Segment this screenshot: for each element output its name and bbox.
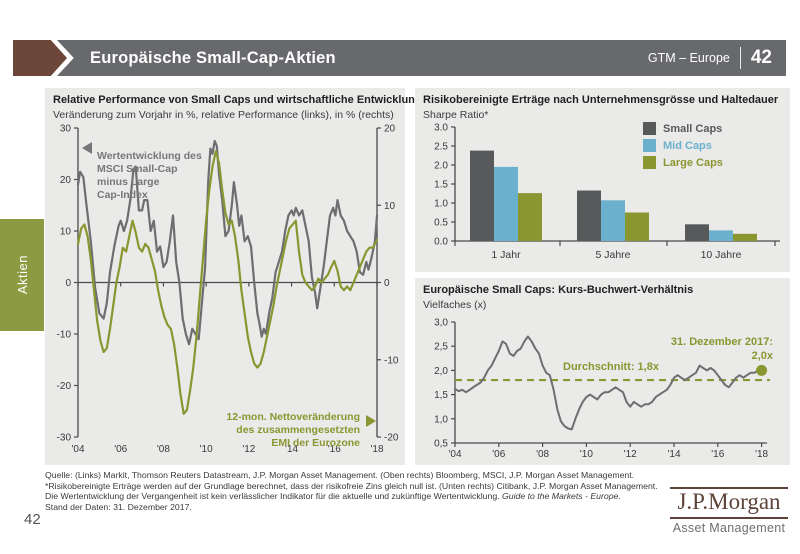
svg-text:20: 20 <box>384 124 396 135</box>
page-number: 42 <box>24 511 41 528</box>
chart-subtitle-relative-performance: Veränderung zum Vorjahr in %, relative P… <box>53 109 394 121</box>
chart-panel-price-to-book: Europäische Small Caps: Kurs-Buchwert-Ve… <box>415 278 790 465</box>
svg-text:0: 0 <box>384 278 390 289</box>
svg-text:0: 0 <box>65 278 71 289</box>
source-line: Quelle: (Links) Markit, Thomson Reuters … <box>45 470 635 480</box>
svg-text:'12: '12 <box>624 449 637 460</box>
legend-item: Mid Caps <box>643 137 723 154</box>
source-line: *Risikobereinigte Erträge werden auf der… <box>45 480 658 491</box>
slide-title: Europäische Small-Cap-Aktien <box>90 48 336 67</box>
endpoint-date: 31. Dezember 2017: <box>670 336 773 348</box>
svg-text:20: 20 <box>60 175 72 186</box>
svg-text:5 Jahre: 5 Jahre <box>595 249 630 261</box>
legend-label: Mid Caps <box>663 139 712 152</box>
svg-text:'06: '06 <box>114 444 127 455</box>
average-line-label: Durchschnitt: 1,8x <box>563 361 659 373</box>
legend-label: Large Caps <box>663 156 723 169</box>
svg-text:'14: '14 <box>285 444 298 455</box>
svg-text:'18: '18 <box>370 444 383 455</box>
svg-text:10 Jahre: 10 Jahre <box>701 249 742 261</box>
svg-text:-20: -20 <box>384 433 399 444</box>
arrow-right-icon <box>366 415 376 427</box>
source-footnote: Quelle: (Links) Markit, Thomson Reuters … <box>45 470 755 513</box>
svg-text:30: 30 <box>60 124 72 135</box>
svg-text:-10: -10 <box>57 330 72 341</box>
svg-text:'10: '10 <box>200 444 213 455</box>
jpmorgan-wordmark: J.P.Morgan <box>670 487 788 519</box>
svg-text:2,5: 2,5 <box>434 342 448 353</box>
chart-subtitle-sharpe-ratio: Sharpe Ratio* <box>423 109 489 121</box>
svg-text:2.5: 2.5 <box>434 142 448 153</box>
svg-text:2.0: 2.0 <box>434 161 448 172</box>
legend-swatch <box>643 156 656 169</box>
header-divider <box>739 47 741 69</box>
svg-text:3,0: 3,0 <box>434 318 448 329</box>
chart-panel-relative-performance: Relative Performance von Small Caps und … <box>45 88 422 465</box>
svg-text:'16: '16 <box>328 444 341 455</box>
svg-text:'06: '06 <box>492 449 505 460</box>
chart-panel-sharpe-ratio: Risikobereinigte Erträge nach Unternehme… <box>415 88 790 272</box>
annotation-emi-text: 12-mon. Nettoveränderung des zusammenges… <box>226 411 360 449</box>
svg-text:1,5: 1,5 <box>434 390 448 401</box>
svg-text:3.0: 3.0 <box>434 123 448 134</box>
legend-item: Small Caps <box>643 120 723 137</box>
annotation-emi: 12-mon. Nettoveränderung des zusammenges… <box>226 398 376 463</box>
svg-text:2,0: 2,0 <box>434 366 448 377</box>
svg-text:-10: -10 <box>384 355 399 366</box>
svg-text:1.5: 1.5 <box>434 180 448 191</box>
svg-text:'14: '14 <box>667 449 680 460</box>
svg-text:1 Jahr: 1 Jahr <box>491 249 521 261</box>
svg-text:-20: -20 <box>57 381 72 392</box>
endpoint-label: 31. Dezember 2017: 2,0x <box>671 335 773 363</box>
header-page-number: 42 <box>750 47 772 68</box>
arrow-left-icon <box>82 142 92 154</box>
svg-text:-30: -30 <box>57 433 72 444</box>
svg-text:'10: '10 <box>580 449 593 460</box>
sidebar-tab-aktien[interactable]: Aktien <box>0 219 44 331</box>
annotation-msci-smallcap: Wertentwicklung des MSCI Small-Cap minus… <box>82 124 202 202</box>
price-to-book-chart: 3,0 2,5 2,0 1,5 1,0 0,5'04 '06 '08 '10 '12 '14 '16 '… <box>434 318 770 460</box>
svg-text:'16: '16 <box>711 449 724 460</box>
svg-text:'12: '12 <box>242 444 255 455</box>
jpmorgan-logo: J.P.Morgan Asset Management <box>670 487 788 535</box>
svg-text:'04: '04 <box>71 444 84 455</box>
svg-text:10: 10 <box>60 227 72 238</box>
jpmorgan-subtitle: Asset Management <box>672 521 786 535</box>
legend-item: Large Caps <box>643 154 723 171</box>
chart-title-sharpe-ratio: Risikobereinigte Erträge nach Unternehme… <box>423 94 779 106</box>
svg-text:0,5: 0,5 <box>434 439 448 450</box>
annotation-msci-text: Wertentwicklung des MSCI Small-Cap minus… <box>97 150 202 201</box>
relative-performance-chart: 30 20 10 0 -10 -20 -30 20 10 0 -10 -20 '04 '06 '08 '10 '… <box>57 124 399 456</box>
svg-text:10: 10 <box>384 201 396 212</box>
source-line: Stand der Daten: 31. Dezember 2017. <box>45 502 192 513</box>
chart-subtitle-price-to-book: Vielfaches (x) <box>423 299 487 311</box>
sidebar-tab-label: Aktien <box>14 255 30 295</box>
svg-text:0.0: 0.0 <box>434 237 448 248</box>
gtm-europe-label: GTM – Europe <box>647 51 730 65</box>
header-right-group: GTM – Europe 42 <box>648 47 772 69</box>
endpoint-value: 2,0x <box>751 350 773 362</box>
source-line: Die Wertentwicklung der Vergangenheit is… <box>45 491 621 502</box>
svg-text:'18: '18 <box>755 449 768 460</box>
legend-label: Small Caps <box>663 122 723 135</box>
svg-text:'08: '08 <box>157 444 170 455</box>
svg-text:0.5: 0.5 <box>434 218 448 229</box>
legend-swatch <box>643 139 656 152</box>
chart-title-price-to-book: Europäische Small Caps: Kurs-Buchwert-Ve… <box>423 284 694 296</box>
header-bar: Europäische Small-Cap-Aktien GTM – Europ… <box>57 40 786 76</box>
svg-text:'04: '04 <box>448 449 461 460</box>
svg-text:1,0: 1,0 <box>434 414 448 425</box>
svg-text:'08: '08 <box>536 449 549 460</box>
sharpe-ratio-bar-chart: 3.0 2.5 2.0 1.5 1.0 0.5 0.0 1 Jahr 5 Jahre 10 Jah… <box>434 123 780 261</box>
bar-chart-legend: Small Caps Mid Caps Large Caps <box>643 120 723 171</box>
legend-swatch <box>643 122 656 135</box>
chart-title-relative-performance: Relative Performance von Small Caps und … <box>53 94 422 106</box>
header-chevron-icon <box>13 40 67 76</box>
svg-text:1.0: 1.0 <box>434 199 448 210</box>
